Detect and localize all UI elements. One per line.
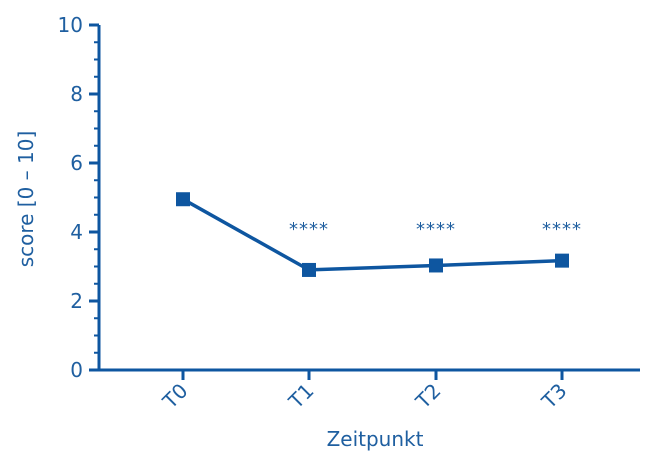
significance-annotation: **** <box>289 219 329 240</box>
data-point-marker <box>429 258 443 273</box>
significance-annotation: **** <box>542 219 582 240</box>
y-axis-title: score [0 – 10] <box>14 131 38 268</box>
y-tick-label: 10 <box>58 13 83 37</box>
significance-annotation: **** <box>416 219 456 240</box>
y-tick-label: 6 <box>70 151 83 175</box>
y-axis: 0 2 4 6 8 10 <box>58 13 101 382</box>
x-tick-label: T0 <box>157 379 192 414</box>
x-tick-label: T3 <box>536 379 571 414</box>
data-point-marker <box>555 253 569 268</box>
data-point-marker <box>176 192 190 207</box>
x-axis-title: Zeitpunkt <box>327 427 424 451</box>
data-point-marker <box>302 262 316 277</box>
x-axis: T0 T1 T2 T3 <box>97 368 640 414</box>
y-tick-label: 4 <box>70 220 83 244</box>
y-tick-label: 0 <box>70 358 83 382</box>
x-tick-label: T1 <box>283 379 318 414</box>
series-layer <box>176 192 569 277</box>
y-tick-label: 2 <box>70 289 83 313</box>
annotation-layer: **** **** **** <box>289 219 582 240</box>
y-tick-label: 8 <box>70 82 83 106</box>
series-line <box>182 197 563 272</box>
x-tick-label: T2 <box>410 379 445 414</box>
